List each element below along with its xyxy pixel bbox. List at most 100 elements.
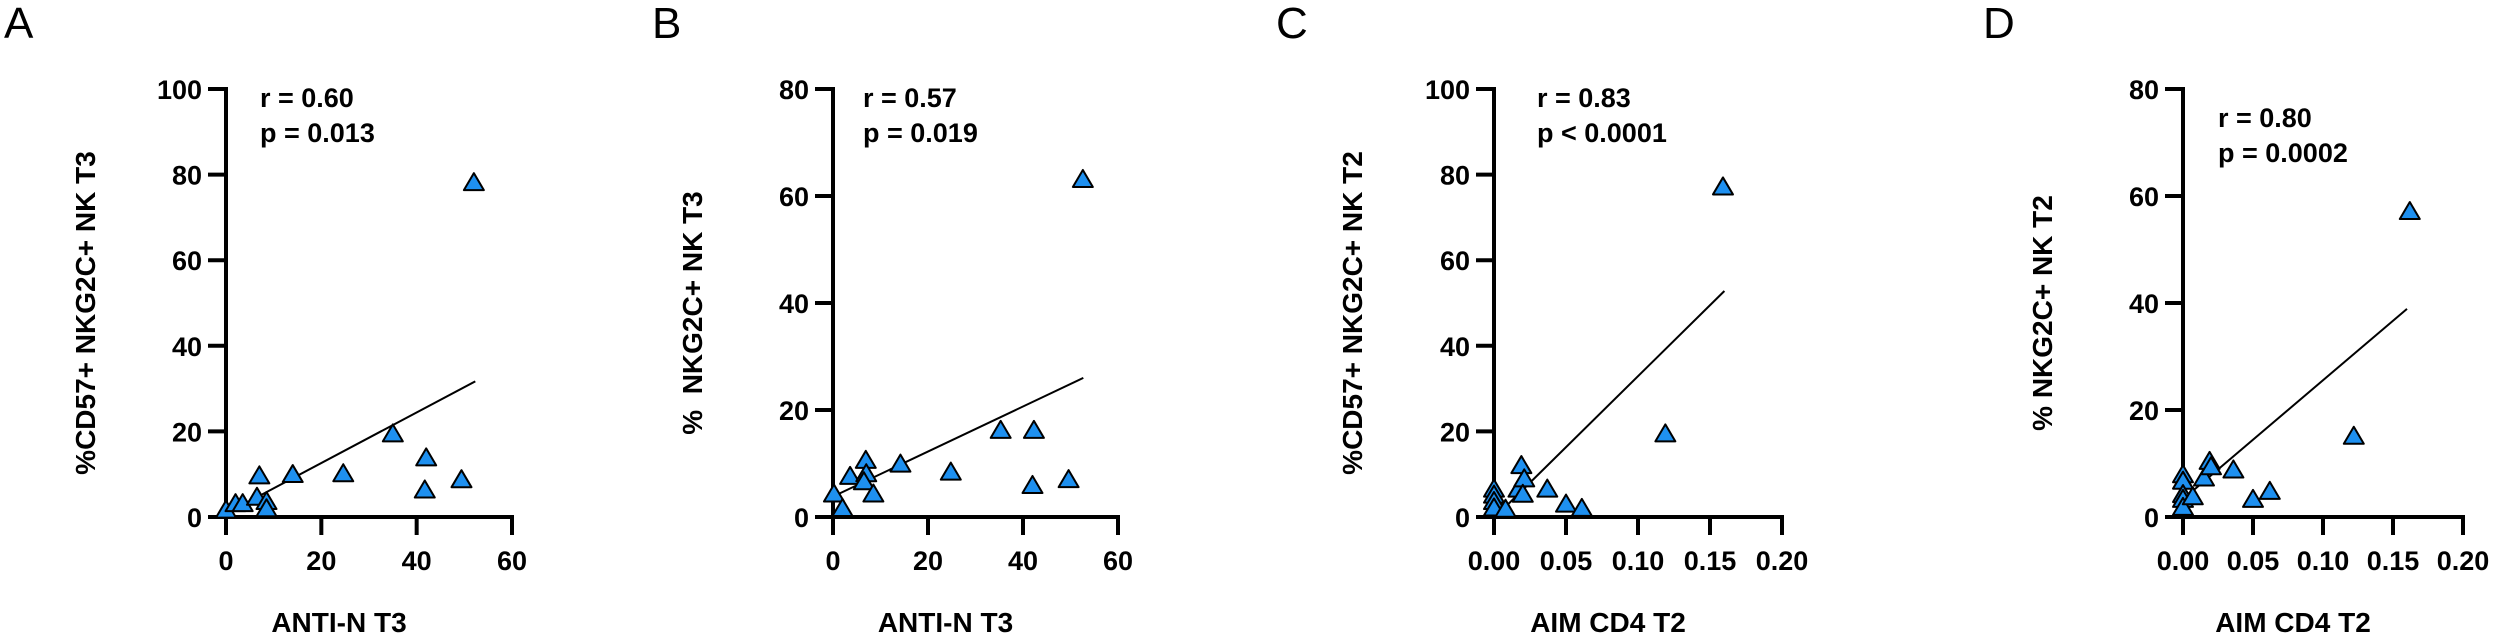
y-tick-label: 0 [794,503,809,533]
panel-d: D 0.00 0.05 0.10 0.15 0.20 0 20 40 60 80 AIM CD4 T2… [1983,0,2489,638]
y-tick-label: 80 [1440,161,1470,191]
y-tick-label: 0 [1455,503,1470,533]
data-point-triangle [255,498,278,518]
panel-letter: C [1276,0,1308,48]
data-point-triangle [2200,456,2222,476]
data-point-triangle [462,172,485,192]
data-point-triangle [889,453,912,473]
panel-b: B 0 20 40 60 0 20 40 60 80 ANTI-N T3 % NKG2C+ NK T3… [652,0,1133,638]
x-tick-label: 20 [306,546,336,576]
data-point-triangle [2398,201,2421,221]
y-tick-label: 60 [1440,246,1470,276]
y-tick-label: 40 [2129,289,2159,319]
data-point-triangle [2181,486,2204,506]
y-tick-label: 40 [172,332,202,362]
x-tick-label: 20 [913,546,943,576]
data-point-triangle [1654,423,1677,443]
data-point-triangle [862,483,885,503]
y-tick-label: 80 [779,75,809,105]
r-value: r = 0.83 [1537,83,1631,113]
x-axis-title: ANTI-N T3 [271,607,406,638]
regression-line [2186,308,2408,497]
x-tick-label: 0.15 [1684,546,1737,576]
x-tick-label: 60 [1103,546,1133,576]
data-point-triangle [1510,455,1533,475]
regression-line [1496,290,1726,517]
data-point-triangle [989,419,1012,439]
x-tick-label: 0.05 [1540,546,1593,576]
y-tick-label: 20 [1440,417,1470,447]
data-point-triangle [1494,498,1517,518]
data-point-triangle [281,464,304,484]
x-tick-label: 60 [497,546,527,576]
x-tick-label: 0.00 [1468,546,1521,576]
y-tick-label: 0 [2144,503,2159,533]
p-value: p = 0.019 [863,118,978,148]
y-tick-label: 80 [172,161,202,191]
panel-a: A 0 20 40 60 0 20 40 60 80 100 ANTI-N T3 %CD57+ NKG2… [4,0,527,638]
data-point-triangle [2222,459,2245,479]
data-point-triangle [839,465,862,485]
data-point-triangle [2342,425,2365,445]
data-point-triangle [1570,497,1593,517]
data-point-triangle [1071,168,1094,188]
y-tick-label: 40 [1440,332,1470,362]
x-axis-title: AIM CD4 T2 [2215,607,2371,638]
data-point-triangle [1511,483,1534,503]
data-point-triangle [939,461,962,481]
data-point-triangle [1022,419,1045,439]
data-point-triangle [2172,496,2194,516]
data-point-triangle [332,463,355,483]
y-tick-label: 100 [1425,75,1470,105]
x-tick-label: 0 [825,546,840,576]
x-axis-title: ANTI-N T3 [878,607,1013,638]
y-tick-label: 20 [779,396,809,426]
data-point-triangle [248,465,271,485]
panel-letter: A [4,0,34,48]
data-point-triangle [1021,474,1044,494]
x-axis-title: AIM CD4 T2 [1530,607,1686,638]
x-tick-label: 0.15 [2367,546,2420,576]
x-tick-label: 0.05 [2227,546,2280,576]
y-axis-title: % NKG2C+ NK T3 [677,191,708,435]
p-value: p = 0.0002 [2218,138,2348,168]
data-point-triangle [852,471,875,491]
y-tick-label: 60 [2129,182,2159,212]
data-point-triangle [450,469,473,489]
panel-letter: D [1983,0,2015,48]
data-point-triangle [1536,478,1559,498]
data-point-triangle [381,423,404,443]
y-tick-label: 20 [2129,396,2159,426]
data-point-triangle [1555,493,1577,513]
r-value: r = 0.57 [863,83,957,113]
data-point-triangle [831,497,854,517]
y-axis-title: % NKG2C+ NK T2 [2027,195,2058,431]
panel-letter: B [652,0,681,48]
r-value: r = 0.60 [260,83,354,113]
r-value: r = 0.80 [2218,103,2312,133]
panel-c: C 0.00 0.05 0.10 0.15 0.20 0 20 40 60 80 100 AIM CD4… [1276,0,1808,638]
x-tick-label: 0.20 [2437,546,2490,576]
x-tick-label: 0.10 [1612,546,1665,576]
x-tick-label: 0 [218,546,233,576]
data-point-triangle [413,479,436,499]
y-tick-label: 40 [779,289,809,319]
data-point-triangle [2193,467,2215,487]
y-axis-title: %CD57+ NKG2C+ NK T2 [1337,151,1368,475]
y-tick-label: 60 [172,246,202,276]
y-tick-label: 60 [779,182,809,212]
data-point-triangle [1057,469,1080,489]
data-point-triangle [415,447,438,467]
y-tick-label: 80 [2129,75,2159,105]
y-tick-label: 100 [157,75,202,105]
x-tick-label: 0.10 [2297,546,2350,576]
x-tick-label: 40 [402,546,432,576]
regression-line [833,376,1084,498]
x-tick-label: 0.20 [1756,546,1809,576]
y-tick-label: 0 [187,503,202,533]
p-value: p < 0.0001 [1537,118,1667,148]
x-tick-label: 0.00 [2157,546,2210,576]
data-point-triangle [2242,488,2264,508]
data-point-triangle [822,483,845,503]
